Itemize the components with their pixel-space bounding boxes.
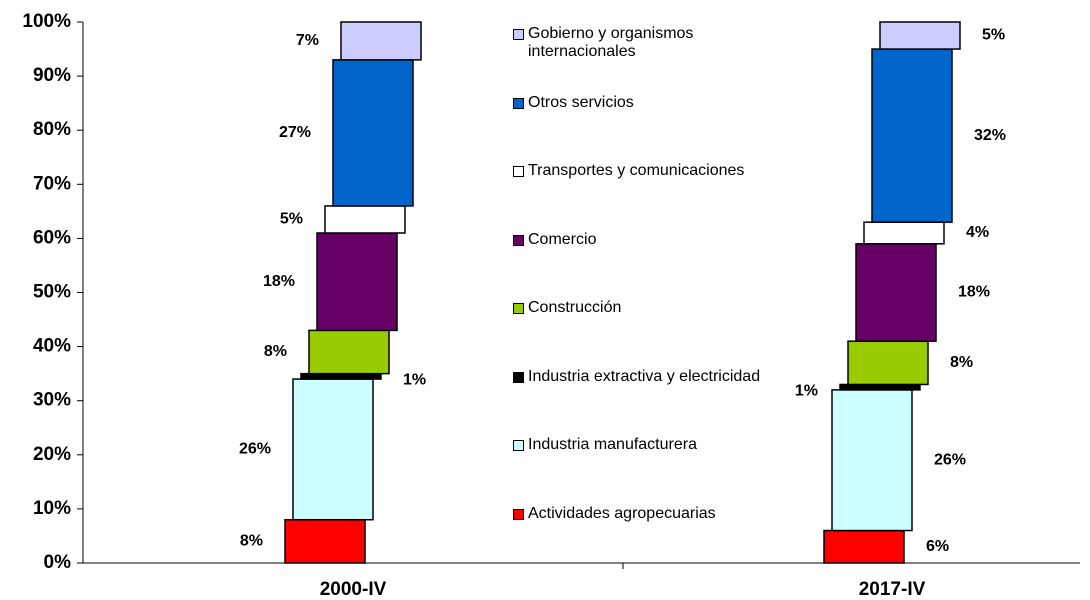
bar-segment [308, 329, 390, 375]
legend-entry: Industria manufacturera [513, 436, 697, 454]
bar-segment [871, 48, 953, 223]
legend-label: Industria manufacturera [528, 436, 697, 453]
data-label: 4% [966, 224, 989, 241]
legend-entry: Construcción [513, 299, 621, 317]
data-label: 26% [239, 441, 271, 458]
y-tick-label: 10% [33, 498, 71, 519]
legend-entry: Otros servicios [513, 94, 634, 112]
legend-label: Transportes y comunicaciones [528, 162, 745, 179]
bar-segment [284, 518, 366, 564]
legend-label: Gobierno y organismos internacionales [528, 25, 694, 60]
data-label: 18% [958, 284, 990, 301]
legend-swatch [513, 166, 524, 177]
legend-swatch [513, 371, 524, 383]
data-label: 27% [279, 124, 311, 141]
bar-segment [300, 372, 382, 380]
legend-entry: Gobierno y organismos internacionales [513, 25, 743, 61]
y-tick-label: 90% [33, 65, 71, 86]
y-tick-label: 40% [33, 336, 71, 357]
bar-segment [847, 340, 929, 386]
x-tick-label: 2000-IV [320, 579, 387, 600]
bar-segment [316, 232, 398, 332]
legend-swatch [513, 303, 524, 314]
y-tick-label: 70% [33, 173, 71, 194]
bar-segment [831, 389, 913, 532]
data-label: 5% [280, 211, 303, 228]
legend-label: Industria extractiva y electricidad [528, 367, 761, 385]
bar-segment [879, 21, 961, 50]
y-tick-label: 30% [33, 390, 71, 411]
legend-swatch [513, 440, 524, 451]
y-tick-label: 60% [33, 227, 71, 248]
legend-label: Actividades agropecuarias [528, 504, 716, 522]
legend-entry: Comercio [513, 231, 596, 249]
legend-swatch [513, 234, 524, 246]
bar-segment [332, 59, 414, 207]
y-tick-label: 0% [44, 552, 72, 573]
y-tick-label: 50% [33, 282, 71, 303]
legend-swatch [513, 97, 524, 109]
legend-entry: Actividades agropecuarias [513, 505, 716, 523]
legend-entry: Industria extractiva y electricidad [513, 368, 760, 386]
data-label: 8% [950, 354, 973, 371]
legend-swatch [513, 29, 524, 40]
data-label: 32% [974, 127, 1006, 144]
data-label: 1% [795, 382, 818, 399]
data-label: 8% [264, 343, 287, 360]
bar-segment [863, 221, 945, 245]
bar-segment [324, 205, 406, 234]
data-label: 18% [263, 273, 295, 290]
bar-segment [823, 529, 905, 564]
data-label: 8% [240, 533, 263, 550]
legend-label: Comercio [528, 230, 597, 248]
data-label: 1% [403, 372, 426, 389]
x-tick-label: 2017-IV [859, 579, 926, 600]
bar-segment [292, 378, 374, 521]
data-label: 26% [934, 451, 966, 468]
data-label: 6% [926, 538, 949, 555]
data-label: 5% [982, 27, 1005, 44]
legend-label: Construcción [528, 299, 622, 316]
legend-entry: Transportes y comunicaciones [513, 162, 744, 180]
y-tick-label: 20% [33, 444, 71, 465]
legend-swatch [513, 508, 524, 520]
bar-segment [855, 243, 937, 342]
bar-segment [839, 383, 921, 391]
y-tick-label: 100% [22, 11, 71, 32]
data-label: 7% [296, 32, 319, 49]
bar-segment [340, 21, 422, 61]
y-tick-label: 80% [33, 119, 71, 140]
legend-label: Otros servicios [528, 93, 634, 111]
